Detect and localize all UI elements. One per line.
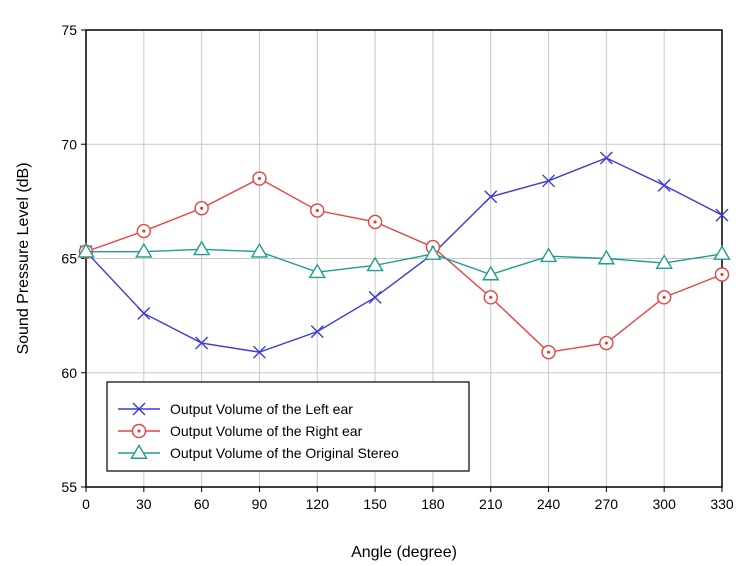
data-point — [135, 242, 153, 258]
x-tick-label: 120 — [306, 496, 330, 512]
x-tick-label: 330 — [710, 496, 734, 512]
x-tick-label: 180 — [421, 496, 445, 512]
data-point — [136, 223, 152, 239]
data-point — [599, 335, 614, 351]
series-layer — [77, 151, 731, 360]
legend-item: Output Volume of the Original Stereo — [118, 444, 399, 461]
tick-labels: 0 30 60 90 120 150 180 210 240 270 300 330 55 60 65 70 7… — [61, 22, 733, 512]
data-point — [137, 306, 151, 320]
legend-items: Output Volume of the Left ear Output Volu… — [118, 401, 399, 461]
series-3 — [77, 240, 731, 281]
x-tick-label: 240 — [537, 496, 561, 512]
y-tick-label: 60 — [61, 365, 77, 381]
data-point — [310, 325, 324, 339]
x-tick-label: 60 — [194, 496, 210, 512]
data-point — [310, 203, 325, 218]
x-tick-label: 150 — [363, 496, 387, 512]
y-tick-label: 65 — [61, 251, 77, 267]
data-point — [713, 245, 731, 260]
data-point — [308, 263, 326, 279]
data-point — [542, 174, 556, 188]
data-point — [657, 178, 671, 192]
legend-marker — [132, 402, 146, 416]
x-tick-label: 0 — [82, 496, 90, 512]
data-point — [483, 290, 498, 305]
data-point — [192, 240, 211, 256]
data-point — [539, 247, 558, 263]
x-tick-label: 90 — [252, 496, 268, 512]
y-axis-title: Sound Pressure Level (dB) — [15, 162, 32, 354]
series-line — [86, 248, 723, 276]
legend-label: Output Volume of the Right ear — [170, 423, 363, 439]
data-point — [715, 208, 729, 222]
legend-box — [106, 381, 470, 472]
series-line — [85, 177, 723, 353]
data-point — [655, 254, 673, 270]
data-point — [599, 151, 613, 165]
y-tick-label: 55 — [61, 479, 77, 495]
x-tick-label: 210 — [479, 496, 503, 512]
data-point — [367, 214, 383, 230]
axis-ticks — [81, 29, 723, 492]
series-line — [85, 157, 723, 353]
legend-label: Output Volume of the Original Stereo — [170, 445, 399, 461]
data-point — [484, 190, 498, 204]
data-point — [194, 201, 209, 216]
legend-item: Output Volume of the Left ear — [118, 401, 353, 417]
data-point — [252, 171, 267, 186]
data-point — [482, 265, 500, 281]
data-point — [195, 336, 209, 350]
legend-item: Output Volume of the Right ear — [118, 423, 363, 439]
x-tick-label: 270 — [595, 496, 619, 512]
data-point — [597, 249, 616, 265]
legend-label: Output Volume of the Left ear — [170, 401, 353, 417]
legend-marker — [131, 423, 147, 439]
data-point — [656, 290, 672, 305]
data-point — [77, 242, 95, 258]
y-tick-label: 75 — [61, 22, 77, 38]
data-point — [424, 245, 442, 260]
x-tick-label: 30 — [136, 496, 152, 512]
legend-marker — [130, 444, 148, 459]
data-point — [368, 290, 382, 304]
data-point — [250, 242, 269, 258]
x-tick-label: 300 — [653, 496, 677, 512]
data-point — [252, 345, 266, 359]
legend: Output Volume of the Left ear Output Volu… — [106, 381, 470, 472]
x-axis-title: Angle (degree) — [351, 544, 457, 561]
data-point — [366, 256, 384, 272]
y-tick-label: 70 — [61, 136, 77, 152]
data-point — [541, 344, 556, 360]
data-point — [714, 267, 730, 282]
